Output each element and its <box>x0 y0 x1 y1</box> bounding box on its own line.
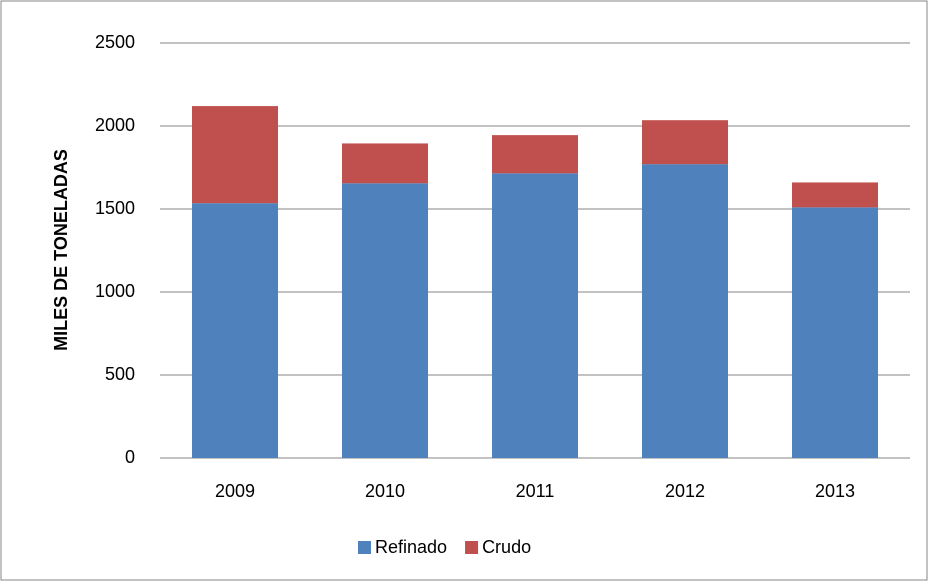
x-tick-label: 2010 <box>365 481 405 501</box>
bar-segment <box>642 164 728 458</box>
bar-segment <box>192 203 278 458</box>
bar-segment <box>792 182 878 208</box>
legend-swatch <box>465 541 479 554</box>
bar-segment <box>342 143 428 184</box>
bar-segment <box>642 120 728 165</box>
y-axis-title: MILES DE TONELADAS <box>51 149 71 351</box>
x-tick-label: 2013 <box>815 481 855 501</box>
bar-segment <box>792 207 878 458</box>
y-tick-label: 500 <box>105 364 135 384</box>
bar-segment <box>492 135 578 174</box>
bar-segment <box>342 183 428 458</box>
legend-label: Refinado <box>375 537 447 557</box>
y-tick-label: 2500 <box>95 32 135 52</box>
bar-segment <box>192 106 278 204</box>
y-tick-label: 2000 <box>95 115 135 135</box>
x-tick-label: 2011 <box>516 481 555 501</box>
y-tick-label: 1500 <box>95 198 135 218</box>
legend-swatch <box>358 541 371 554</box>
x-tick-label: 2012 <box>665 481 705 501</box>
y-tick-label: 0 <box>125 447 135 467</box>
y-tick-label: 1000 <box>95 281 135 301</box>
bar-segment <box>492 173 578 458</box>
x-tick-label: 2009 <box>215 481 255 501</box>
legend-label: Crudo <box>482 537 531 557</box>
